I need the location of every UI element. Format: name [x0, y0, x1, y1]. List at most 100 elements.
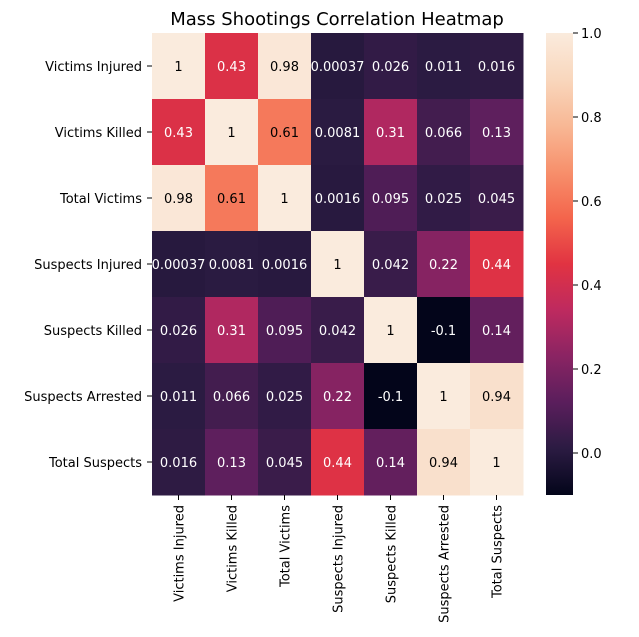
heatmap-cell [205, 297, 259, 364]
heatmap-cell [470, 363, 524, 430]
row-tick-label: Suspects Killed [44, 324, 142, 339]
cell-value-label: 0.44 [482, 258, 511, 273]
heatmap-cell [205, 429, 259, 496]
cell-value-label: 0.011 [160, 390, 197, 405]
cell-value-label: 0.026 [160, 324, 197, 339]
heatmap-cell [364, 429, 418, 496]
column-tick-label: Total Victims [279, 505, 294, 588]
column-tick-label: Suspects Arrested [438, 505, 453, 623]
heatmap-cell [417, 33, 471, 100]
colorbar-tick-label: 0.2 [581, 363, 602, 378]
heatmap-cell [258, 297, 312, 364]
cell-value-label: 0.042 [372, 258, 409, 273]
cell-value-label: 0.43 [217, 60, 246, 75]
row-tick-label: Suspects Injured [34, 258, 142, 273]
cell-value-label: 0.14 [482, 324, 511, 339]
heatmap-cell [470, 297, 524, 364]
cell-value-label: -0.1 [431, 324, 456, 339]
cell-value-label: 0.43 [164, 126, 193, 141]
cell-value-label: 0.0081 [209, 258, 255, 273]
cell-value-label: 0.22 [323, 390, 352, 405]
cell-value-label: 0.025 [266, 390, 303, 405]
colorbar-tick-label: 0.0 [581, 447, 602, 462]
cell-value-label: 0.13 [482, 126, 511, 141]
heatmap-cell [311, 429, 365, 496]
cell-value-label: 0.98 [270, 60, 299, 75]
cell-value-label: 0.066 [425, 126, 462, 141]
cell-value-label: 0.00037 [311, 60, 365, 75]
cell-value-label: 1 [227, 126, 235, 141]
cell-value-label: 1 [333, 258, 341, 273]
heatmap-cell [311, 297, 365, 364]
heatmap-cell [258, 363, 312, 430]
heatmap-cell [152, 297, 206, 364]
heatmap-cell [470, 231, 524, 298]
chart-title: Mass Shootings Correlation Heatmap [170, 9, 504, 30]
colorbar-ticks: 0.0 0.2 0.4 0.6 0.8 1.0 [573, 27, 602, 462]
column-tick-labels: Victims Injured Victims Killed Total Victi… [173, 495, 506, 623]
heatmap-cell [152, 33, 206, 100]
row-tick-label: Suspects Arrested [24, 390, 142, 405]
heatmap-cell [311, 363, 365, 430]
heatmap-cell [364, 165, 418, 232]
column-tick-label: Suspects Injured [332, 505, 347, 613]
cell-value-label: 0.095 [266, 324, 303, 339]
column-tick-label: Victims Injured [173, 505, 188, 602]
heatmap-cell [258, 99, 312, 166]
colorbar-tick-label: 0.6 [581, 195, 602, 210]
heatmap-cell [417, 165, 471, 232]
heatmap-cell [152, 429, 206, 496]
cell-value-label: 0.066 [213, 390, 250, 405]
heatmap-cell [152, 99, 206, 166]
colorbar-tick-label: 1.0 [581, 27, 602, 42]
heatmap-cell [311, 99, 365, 166]
heatmap-cell [152, 363, 206, 430]
heatmap-cell [417, 297, 471, 364]
cell-value-label: 0.44 [323, 456, 352, 471]
cell-value-label: 0.98 [164, 192, 193, 207]
colorbar-tick-label: 0.8 [581, 111, 602, 126]
cell-value-label: -0.1 [378, 390, 403, 405]
colorbar-tick-label: 0.4 [581, 279, 602, 294]
heatmap-cell [417, 231, 471, 298]
cell-value-label: 1 [280, 192, 288, 207]
cell-value-label: 1 [492, 456, 500, 471]
row-tick-label: Victims Killed [55, 126, 142, 141]
heatmap-cell [417, 429, 471, 496]
cell-value-label: 0.011 [425, 60, 462, 75]
cell-value-label: 1 [439, 390, 447, 405]
row-tick-label: Victims Injured [45, 60, 142, 75]
cell-value-label: 0.22 [429, 258, 458, 273]
column-tick-label: Victims Killed [226, 505, 241, 592]
row-tick-labels: Victims Injured Victims Killed Total Victi… [24, 60, 152, 471]
heatmap-cell [417, 363, 471, 430]
heatmap-cell [470, 33, 524, 100]
cell-value-label: 0.042 [319, 324, 356, 339]
heatmap-cell [205, 363, 259, 430]
heatmap-cell [205, 33, 259, 100]
heatmap-cell [152, 165, 206, 232]
cell-value-label: 0.045 [266, 456, 303, 471]
cell-value-label: 0.31 [217, 324, 246, 339]
heatmap-cell [364, 99, 418, 166]
colorbar: 0.0 0.2 0.4 0.6 0.8 1.0 [546, 27, 602, 495]
heatmap-cell [205, 165, 259, 232]
heatmap-cell [152, 231, 206, 298]
cell-value-label: 0.61 [217, 192, 246, 207]
cell-value-label: 0.026 [372, 60, 409, 75]
cell-value-label: 0.0081 [315, 126, 361, 141]
colorbar-gradient [546, 33, 573, 495]
cell-value-label: 0.095 [372, 192, 409, 207]
column-tick-label: Suspects Killed [385, 505, 400, 603]
heatmap-cell [205, 99, 259, 166]
cell-value-label: 0.025 [425, 192, 462, 207]
heatmap-cell [470, 165, 524, 232]
cell-value-label: 0.016 [160, 456, 197, 471]
row-tick-label: Total Suspects [48, 456, 142, 471]
heatmap-cell [364, 297, 418, 364]
heatmap-cell [311, 231, 365, 298]
cell-value-label: 0.045 [478, 192, 515, 207]
cell-value-label: 1 [174, 60, 182, 75]
cell-value-label: 0.0016 [315, 192, 361, 207]
heatmap-cell [258, 165, 312, 232]
